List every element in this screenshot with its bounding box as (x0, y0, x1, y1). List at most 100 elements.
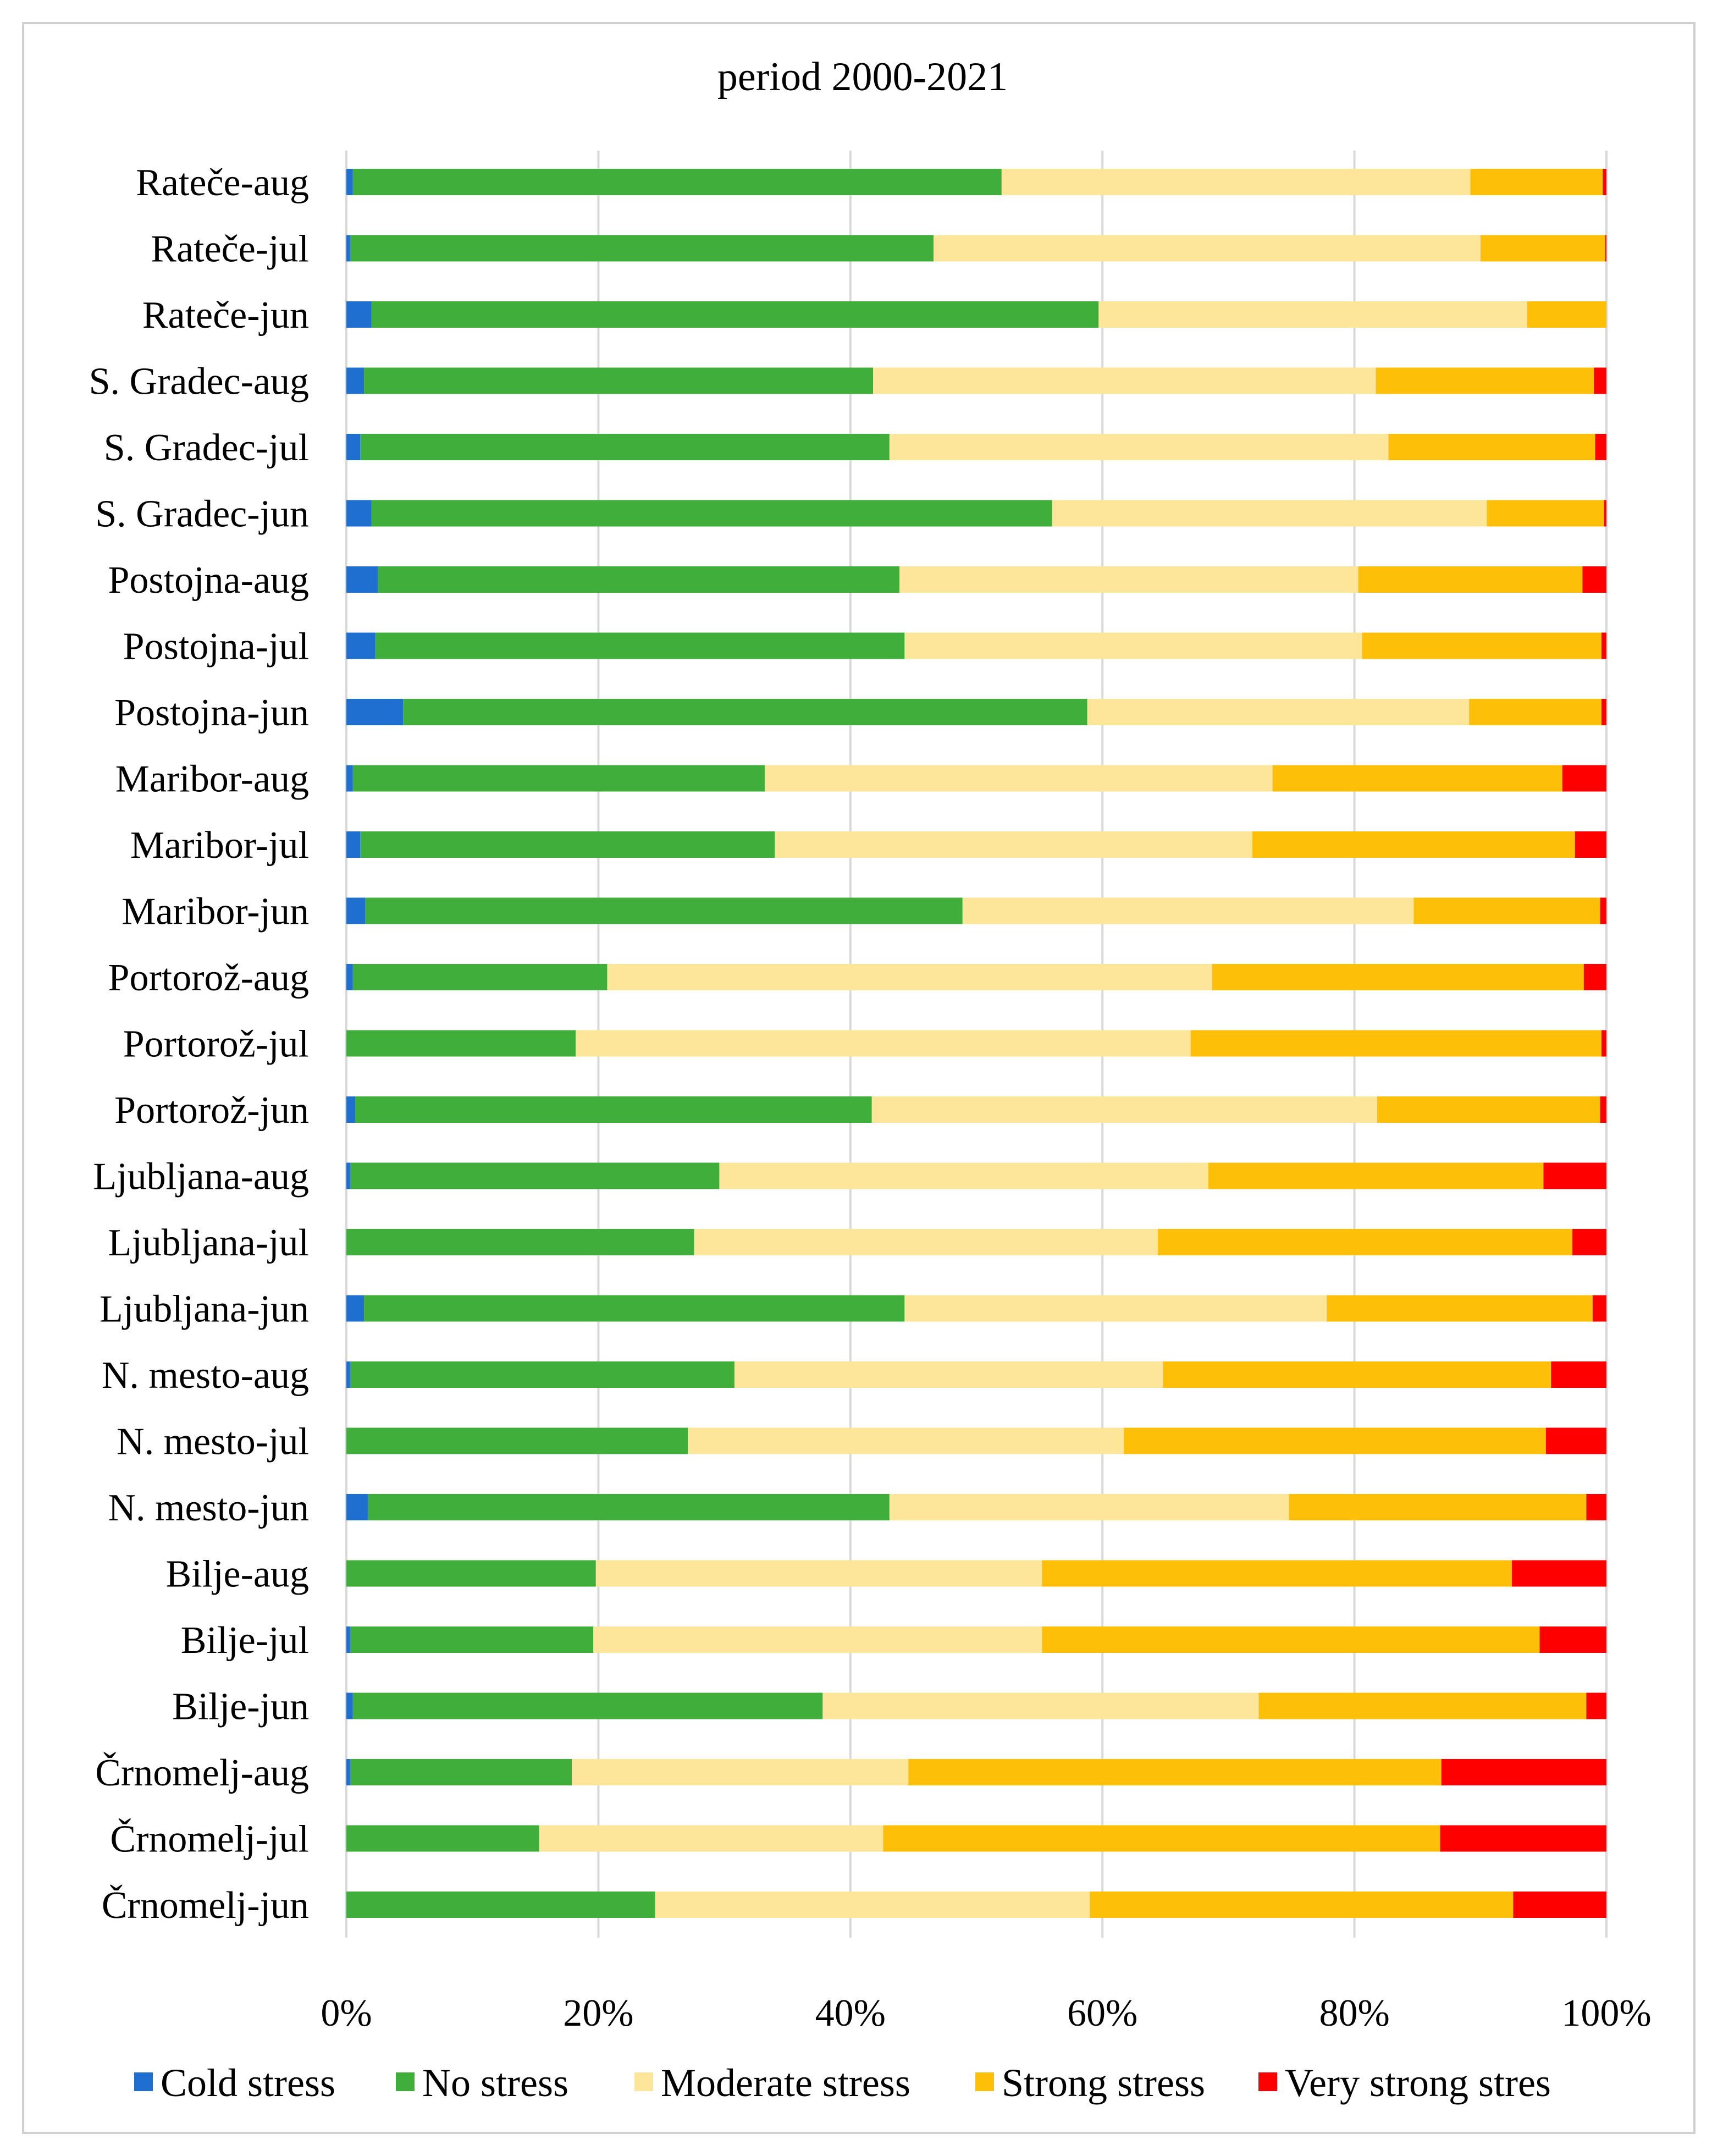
bar-segment (1358, 566, 1583, 593)
category-label: Ljubljana-jul (108, 1222, 309, 1264)
bar-segment (1377, 1096, 1600, 1123)
legend-swatch (975, 2072, 994, 2091)
bar-segment (822, 1692, 1259, 1719)
bar-segment (1042, 1626, 1540, 1653)
bar-segment (1545, 1427, 1606, 1454)
bar-segment (775, 831, 1252, 858)
bar-segment (346, 500, 372, 527)
bar-segment (1090, 1892, 1514, 1918)
bar-segment (1543, 1162, 1606, 1189)
bar-segment (1163, 1361, 1551, 1388)
bar-segment (346, 1030, 576, 1057)
bar-segment (355, 1096, 872, 1123)
bar-segment (1158, 1229, 1573, 1255)
category-label: S. Gradec-jul (104, 427, 309, 469)
bar-segment (352, 765, 765, 792)
category-label: Rateče-jun (142, 294, 309, 337)
category-label: Črnomelj-jul (110, 1818, 309, 1861)
category-label: Bilje-jul (181, 1619, 309, 1662)
bar-segment (346, 1560, 596, 1587)
x-tick-label: 0% (321, 1992, 372, 2034)
bar-segment (371, 301, 1099, 328)
bar-segment (734, 1361, 1163, 1388)
bar-segment (346, 964, 353, 990)
bar-segment (350, 1626, 594, 1653)
category-label: Postojna-aug (108, 559, 309, 602)
bar-segment (1440, 1825, 1606, 1852)
bar-segment (346, 1692, 353, 1719)
bar-segment (371, 500, 1052, 527)
x-tick-label: 100% (1561, 1992, 1651, 2034)
bar-segment (1487, 500, 1604, 527)
bar-segment (1087, 699, 1470, 725)
bar-segment (352, 169, 1002, 195)
bar-segment (352, 1692, 823, 1719)
bar-segment (364, 1295, 905, 1322)
bar-segment (1208, 1162, 1544, 1189)
bar-segment (350, 1361, 735, 1388)
bar-segment (694, 1229, 1158, 1255)
bar-segment (1527, 301, 1606, 328)
bar-segment (1600, 897, 1606, 924)
legend-label: Very strong stres (1285, 2061, 1551, 2105)
legend-swatch (634, 2072, 653, 2091)
bar-segment (346, 1096, 356, 1123)
bar-segment (350, 1759, 572, 1785)
category-label: Portorož-jun (114, 1089, 309, 1132)
bar-segment (346, 632, 375, 659)
bar-segment (1289, 1494, 1587, 1520)
category-label: Ljubljana-aug (93, 1156, 309, 1198)
category-label: Rateče-aug (136, 162, 309, 204)
bar-segment (346, 1427, 688, 1454)
bar-segment (962, 897, 1414, 924)
bar-segment (360, 831, 775, 858)
category-label: Postojna-jun (114, 692, 309, 734)
bar-segment (572, 1759, 909, 1785)
bar-segment (346, 1759, 350, 1785)
bar-segment (1212, 964, 1584, 990)
category-label: Ljubljana-jun (100, 1288, 309, 1331)
category-label: Maribor-jul (130, 824, 309, 867)
bar-segment (899, 566, 1358, 593)
legend-swatch (1258, 2072, 1277, 2091)
bar-segment (1604, 500, 1606, 527)
bar-segment (1572, 1229, 1606, 1255)
bar-segment (365, 897, 963, 924)
bar-segment (346, 169, 353, 195)
bar-segment (346, 1361, 350, 1388)
bar-segment (1583, 964, 1606, 990)
bar-segment (1376, 367, 1594, 394)
category-label: Bilje-jun (172, 1686, 309, 1728)
bar-segment (367, 1494, 890, 1520)
bar-segment (688, 1427, 1124, 1454)
bar-segment (352, 964, 608, 990)
legend-swatch (134, 2072, 153, 2091)
bars-layer (346, 169, 1606, 1918)
bar-segment (403, 699, 1087, 725)
x-tick-label: 80% (1319, 1992, 1389, 2034)
bar-segment (346, 1295, 365, 1322)
bar-segment (904, 632, 1362, 659)
bar-segment (1575, 831, 1606, 858)
category-label: N. mesto-jun (108, 1487, 309, 1529)
category-label: N. mesto-jul (117, 1421, 309, 1463)
bar-segment (350, 1162, 720, 1189)
bar-segment (873, 367, 1376, 394)
chart-frame: period 2000-2021 Rateče-aug Rateče-jul Rat… (22, 22, 1696, 2134)
bar-segment (1513, 1892, 1606, 1918)
bar-segment (595, 1560, 1042, 1587)
legend-label: Cold stress (161, 2061, 335, 2105)
bar-segment (350, 235, 934, 262)
bar-segment (1594, 367, 1606, 394)
bar-segment (904, 1295, 1327, 1322)
legend-label: Strong stress (1002, 2061, 1205, 2105)
bar-segment (1601, 1030, 1606, 1057)
bar-segment (934, 235, 1481, 262)
bar-segment (1388, 434, 1595, 460)
bar-segment (1413, 897, 1600, 924)
bar-segment (889, 1494, 1289, 1520)
legend: Cold stress No stress Moderate stress Stron… (134, 2061, 1551, 2105)
bar-segment (1362, 632, 1601, 659)
bar-segment (871, 1096, 1377, 1123)
bar-segment (1327, 1295, 1593, 1322)
